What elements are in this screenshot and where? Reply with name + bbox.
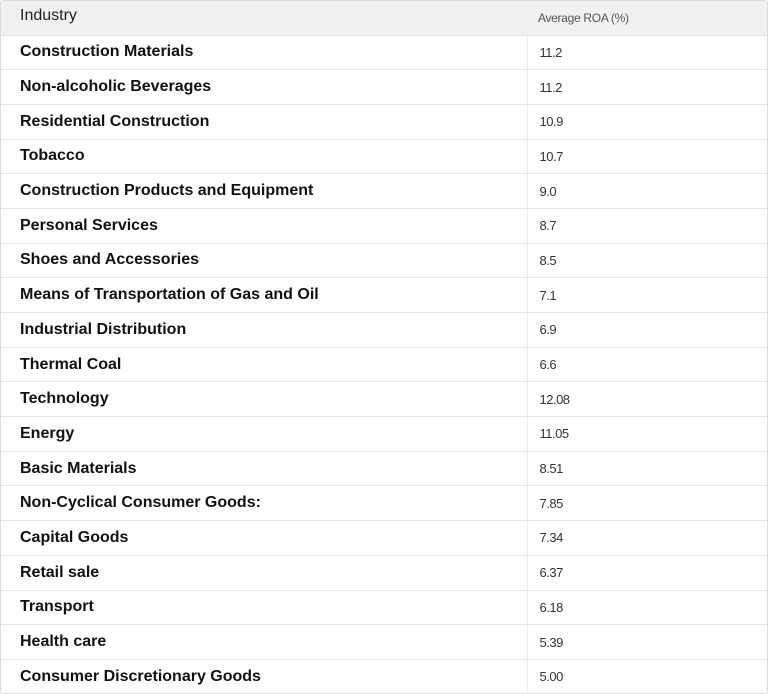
- roa-cell: 5.39: [526, 624, 767, 660]
- header-cell: Industry: [20, 7, 77, 24]
- table-row: Tobacco 10.7: [1, 139, 767, 174]
- header-row: Industry Average ROA (%): [1, 1, 767, 35]
- industry-cell: Means of Transportation of Gas and Oil: [20, 286, 319, 304]
- table-row: Retail sale 6.37: [1, 555, 767, 590]
- industry-cell: Tobacco: [20, 147, 85, 165]
- table-row: Consumer Discretionary Goods 5.00: [1, 659, 767, 693]
- industry-cell: Technology: [20, 390, 109, 408]
- industry-cell: Retail sale: [20, 563, 100, 581]
- roa-cell: 8.51: [526, 451, 767, 486]
- table-row: Energy 11.05: [1, 416, 767, 452]
- roa-cell: 10.9: [526, 104, 767, 140]
- industry-cell: Industrial Distribution: [20, 320, 187, 338]
- roa-cell: 11.2: [526, 35, 767, 70]
- table-row: Personal Services 8.7: [1, 208, 767, 244]
- industry-cell: Personal Services: [20, 216, 158, 234]
- table-row: Shoes and Accessories 8.5: [1, 243, 767, 278]
- roa-cell: 7.1: [526, 277, 767, 313]
- industry-cell: Energy: [20, 424, 75, 442]
- industry-cell: Consumer Discretionary Goods: [20, 667, 261, 685]
- industry-cell: Construction Materials: [20, 43, 194, 61]
- table-row: Construction Materials 11.2: [1, 35, 767, 70]
- roa-cell: 6.18: [526, 590, 767, 625]
- table-row: Technology 12.08: [1, 381, 767, 417]
- industry-cell: Shoes and Accessories: [20, 251, 200, 269]
- roa-cell: 6.6: [526, 347, 767, 382]
- industry-cell: Health care: [20, 633, 107, 651]
- table-row: Transport 6.18: [1, 590, 767, 625]
- industry-cell: Thermal Coal: [20, 355, 122, 373]
- table-row: Thermal Coal 6.6: [1, 347, 767, 382]
- industry-cell: Transport: [20, 598, 94, 616]
- industry-cell: Residential Construction: [20, 112, 210, 130]
- table-row: Capital Goods 7.34: [1, 520, 767, 556]
- roa-cell: 5.00: [526, 659, 767, 693]
- industry-cell: Construction Products and Equipment: [20, 182, 314, 200]
- table-row: Non-Cyclical Consumer Goods: 7.85: [1, 485, 767, 521]
- roa-cell: 11.05: [526, 416, 767, 452]
- table-row: Industrial Distribution 6.9: [1, 312, 767, 348]
- roa-cell: 11.2: [526, 69, 767, 105]
- industry-cell: Capital Goods: [20, 528, 129, 546]
- roa-cell: 6.9: [526, 312, 767, 348]
- table-row: Residential Construction 10.9: [1, 104, 767, 140]
- industry-cell: Non-Cyclical Consumer Goods:: [20, 494, 261, 512]
- roa-cell: 12.08: [526, 381, 767, 417]
- industry-cell: Non-alcoholic Beverages: [20, 78, 212, 96]
- header-cell: Average ROA (%): [538, 10, 629, 25]
- table-row: Non-alcoholic Beverages 11.2: [1, 69, 767, 105]
- roa-cell: 8.5: [526, 243, 767, 278]
- roa-cell: 8.7: [526, 208, 767, 244]
- roa-cell: 9.0: [526, 173, 767, 209]
- table-row: Construction Products and Equipment 9.0: [1, 173, 767, 209]
- roa-cell: 7.34: [526, 520, 767, 556]
- table-row: Means of Transportation of Gas and Oil 7.…: [1, 277, 767, 313]
- roa-cell: 6.37: [526, 555, 767, 590]
- roa-cell: 10.7: [526, 139, 767, 174]
- roa-cell: 7.85: [526, 485, 767, 521]
- industry-cell: Basic Materials: [20, 459, 137, 477]
- table-row: Health care 5.39: [1, 624, 767, 660]
- table-row: Basic Materials 8.51: [1, 451, 767, 486]
